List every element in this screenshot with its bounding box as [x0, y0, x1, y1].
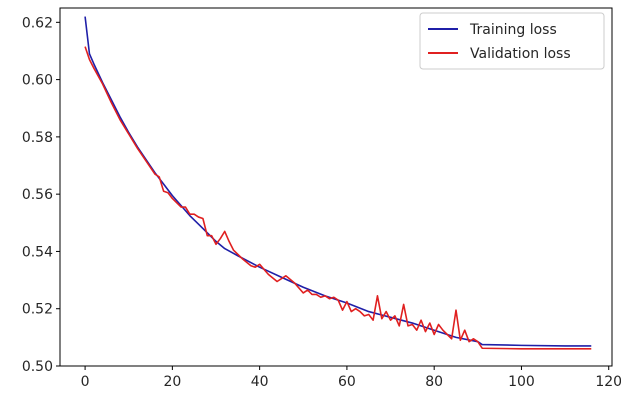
series-line-validation-loss: [84, 46, 592, 350]
x-tick-label: 80: [425, 374, 443, 390]
x-tick-label: 60: [338, 374, 356, 390]
axes: 0 20 40 60 80 100 120 0.50 0.52 0.54 0.56 0.58 0.60 0…: [22, 7, 621, 390]
y-tick-label: 0.56: [22, 187, 53, 203]
legend: Training loss Validation loss: [419, 12, 605, 70]
y-tick-label: 0.52: [22, 302, 53, 318]
y-tick-label: 0.50: [22, 359, 53, 375]
plot-area: [84, 16, 592, 350]
axes-frame: [59, 7, 613, 367]
x-tick-label: 0: [81, 374, 90, 390]
series-line-training-loss: [84, 16, 592, 347]
x-tick-label: 120: [595, 374, 621, 390]
y-tick-label: 0.54: [22, 244, 53, 260]
x-tick-label: 20: [163, 374, 181, 390]
y-tick-label: 0.60: [22, 73, 53, 89]
x-tick-label: 40: [251, 374, 269, 390]
x-tick-label: 100: [508, 374, 535, 390]
legend-box: [419, 12, 605, 70]
legend-label-validation-loss: Validation loss: [470, 46, 571, 62]
y-tick-label: 0.58: [22, 130, 53, 146]
legend-label-training-loss: Training loss: [469, 22, 557, 38]
y-tick-label: 0.62: [22, 15, 53, 31]
